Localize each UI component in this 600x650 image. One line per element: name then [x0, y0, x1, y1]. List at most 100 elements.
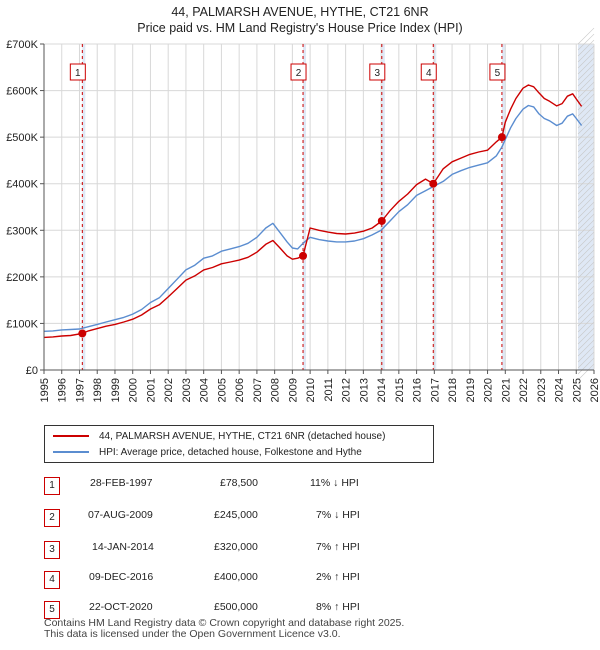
sale-hpi-diff: 8% ↑ HPI — [316, 601, 360, 613]
future-hatch — [577, 219, 595, 237]
chart-title: 44, PALMARSH AVENUE, HYTHE, CT21 6NR Pri… — [0, 4, 600, 36]
x-tick-label: 2005 — [216, 378, 228, 402]
future-hatch — [577, 285, 595, 303]
sale-number-label: 2 — [296, 68, 302, 79]
sale-number-label: 5 — [495, 68, 501, 79]
sale-number-badge: 1 — [44, 477, 60, 495]
sale-date: 09-DEC-2016 — [89, 571, 154, 583]
x-tick-label: 2010 — [305, 378, 317, 402]
x-tick-label: 1999 — [110, 378, 122, 402]
footer-copyright: Contains HM Land Registry data © Crown c… — [44, 617, 405, 629]
future-hatch — [577, 351, 595, 369]
price-chart: 1 2 3 4 5 £0 £100K £200K £300K £400K £500K £600K £7… — [6, 27, 600, 402]
x-tick-label: 2012 — [341, 378, 353, 402]
sale-number-box — [489, 63, 506, 81]
future-hatch — [577, 189, 595, 207]
future-hatch — [577, 279, 595, 297]
sale-marker-lines — [81, 44, 503, 370]
future-hatch — [577, 357, 595, 375]
future-hatch — [577, 297, 595, 315]
future-hatch — [577, 231, 595, 249]
sale-price: £500,000 — [214, 601, 258, 613]
sale-date: 07-AUG-2009 — [88, 509, 153, 521]
sale-number-box — [69, 63, 86, 81]
future-hatch — [577, 327, 595, 345]
sale-point — [299, 251, 308, 260]
footer: Contains HM Land Registry data © Crown c… — [44, 618, 404, 640]
future-hatch — [577, 291, 595, 309]
sale-number-box — [290, 63, 307, 81]
hpi-line-swatch — [53, 451, 89, 453]
sale-price: £245,000 — [214, 509, 258, 521]
sale-number-badge: 5 — [44, 601, 60, 619]
sale-row: 2 07-AUG-2009 £245,000 7% ↓ HPI — [44, 508, 464, 527]
x-tick-label: 2024 — [554, 378, 566, 402]
future-hatch — [577, 273, 595, 291]
future-hatch — [577, 183, 595, 201]
future-hatch — [577, 27, 595, 45]
future-hatch — [577, 99, 595, 117]
y-tick-label: £200K — [6, 272, 38, 284]
future-hatch — [577, 333, 595, 351]
future-hatch — [577, 63, 595, 81]
y-tick-label: £500K — [6, 132, 38, 144]
hpi-line — [43, 104, 583, 332]
property-price-line — [43, 84, 583, 339]
x-tick-label: 1995 — [39, 378, 51, 402]
future-hatch — [577, 261, 595, 279]
x-tick-label: 1998 — [92, 378, 104, 402]
future-hatch — [577, 57, 595, 75]
y-tick-label: £100K — [6, 318, 38, 330]
sale-number-boxes: 1 2 3 4 5 — [69, 63, 506, 81]
future-hatch — [577, 39, 595, 57]
x-tick-label: 2018 — [447, 378, 459, 402]
x-tick-label: 2016 — [412, 378, 424, 402]
sale-hpi-diff: 7% ↓ HPI — [316, 509, 360, 521]
sale-number-badge: 2 — [44, 509, 60, 527]
future-hatch — [577, 141, 595, 159]
future-hatch — [577, 123, 595, 141]
sale-highlight-band — [82, 44, 86, 370]
sale-date: 22-OCT-2020 — [89, 601, 153, 613]
axes: £0 £100K £200K £300K £400K £500K £600K £700K 199… — [6, 39, 600, 402]
x-tick-label: 2015 — [394, 378, 406, 402]
future-hatch — [577, 171, 595, 189]
sale-number-label: 3 — [375, 68, 381, 79]
future-hatch — [577, 201, 595, 219]
sale-number-box — [369, 63, 386, 81]
footer-licence: This data is licensed under the Open Gov… — [44, 628, 341, 640]
sale-hpi-diff: 11% ↓ HPI — [310, 477, 359, 489]
sale-number-box — [420, 63, 437, 81]
x-tick-label: 2008 — [270, 378, 282, 402]
sale-date: 28-FEB-1997 — [90, 477, 153, 489]
x-tick-label: 1996 — [57, 378, 69, 402]
sale-hpi-diff: 2% ↑ HPI — [316, 571, 360, 583]
sale-number-badge: 3 — [44, 541, 60, 559]
future-hatch — [577, 165, 595, 183]
future-hatch — [577, 207, 595, 225]
future-hatch — [577, 267, 595, 285]
title-line-1: 44, PALMARSH AVENUE, HYTHE, CT21 6NR — [171, 5, 429, 19]
future-hatch — [577, 147, 595, 165]
future-hatch — [577, 339, 595, 357]
future-hatch — [577, 81, 595, 99]
y-tick-label: £0 — [26, 365, 38, 377]
future-hatch — [577, 153, 595, 171]
future-hatch — [577, 243, 595, 261]
x-tick-label: 2014 — [376, 378, 388, 402]
legend-hpi: HPI: Average price, detached house, Folk… — [53, 444, 362, 460]
x-tick-label: 2019 — [465, 378, 477, 402]
x-tick-label: 2011 — [323, 378, 335, 402]
title-line-2: Price paid vs. HM Land Registry's House … — [137, 21, 463, 35]
sale-point — [78, 329, 87, 338]
sale-number-label: 4 — [426, 68, 432, 79]
legend: 44, PALMARSH AVENUE, HYTHE, CT21 6NR (de… — [44, 425, 434, 463]
sale-number-label: 1 — [75, 68, 81, 79]
x-tick-label: 2001 — [145, 378, 157, 402]
legend-property-label: 44, PALMARSH AVENUE, HYTHE, CT21 6NR (de… — [99, 430, 386, 442]
x-tick-label: 2013 — [358, 378, 370, 402]
x-tick-label: 1997 — [74, 378, 86, 402]
future-region — [578, 44, 594, 370]
y-tick-label: £400K — [6, 179, 38, 191]
y-tick-label: £300K — [6, 225, 38, 237]
